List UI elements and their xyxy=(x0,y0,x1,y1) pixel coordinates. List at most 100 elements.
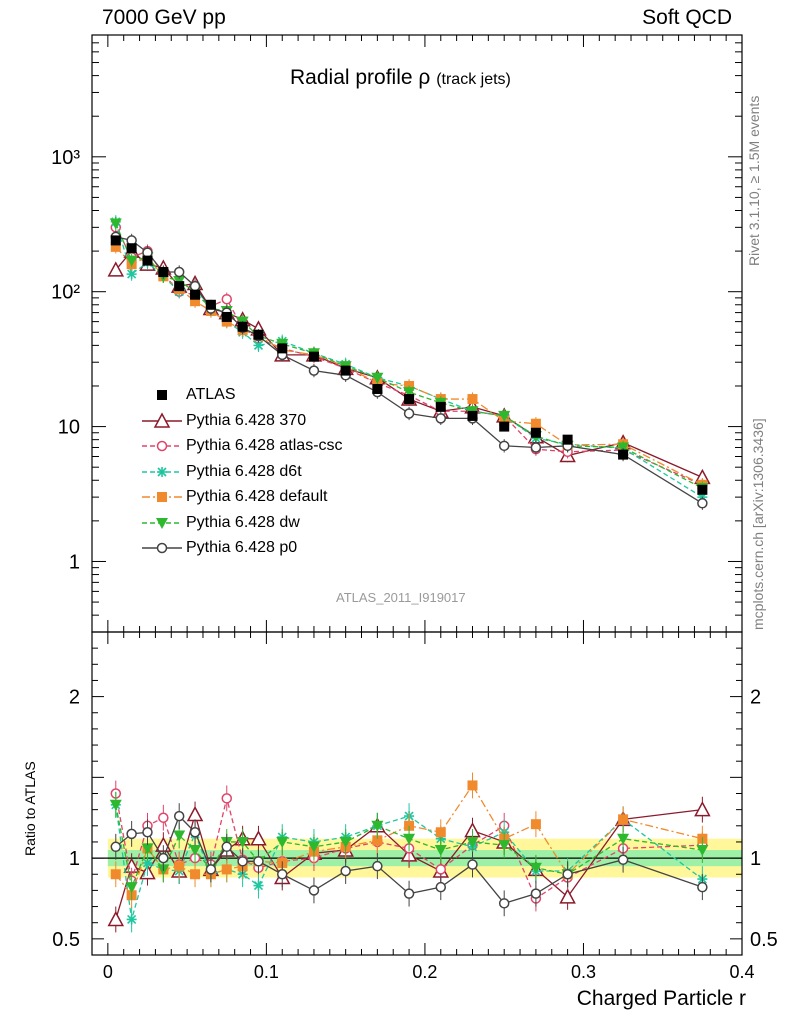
ratio-point xyxy=(498,840,511,852)
x-tick-label: 0.1 xyxy=(254,962,279,982)
data-point xyxy=(697,484,708,495)
ratio-y-tick-label: 2 xyxy=(69,687,80,709)
ratio-point xyxy=(371,820,384,832)
data-point xyxy=(190,296,201,307)
data-point xyxy=(125,255,138,267)
ratio-y-tick-label-right: 2 xyxy=(750,687,761,709)
data-point xyxy=(189,280,201,292)
data-point xyxy=(205,299,216,310)
ratio-point xyxy=(110,841,122,853)
ratio-point xyxy=(142,827,153,838)
ratio-point xyxy=(372,835,383,846)
y-tick-label: 10² xyxy=(51,282,80,304)
ratio-point xyxy=(126,914,137,925)
ratio-point xyxy=(107,910,125,927)
ratio-point xyxy=(617,833,630,845)
x-tick-label: 0 xyxy=(103,962,113,982)
data-point xyxy=(237,321,248,332)
ratio-point xyxy=(126,828,137,840)
ratio-point xyxy=(158,812,169,823)
legend-swatch xyxy=(142,411,182,428)
ratio-point xyxy=(618,814,629,825)
legend-entry: Pythia 6.428 default xyxy=(140,485,327,509)
ratio-point xyxy=(339,836,352,848)
ratio-point xyxy=(308,885,320,896)
ratio-point xyxy=(221,864,232,875)
data-point xyxy=(371,372,384,384)
y-tick-label: 10 xyxy=(58,417,80,439)
data-point xyxy=(221,311,232,322)
legend-swatch xyxy=(142,517,182,529)
ratio-point xyxy=(109,799,122,811)
ratio-point xyxy=(253,880,264,891)
ratio-point xyxy=(205,864,217,875)
data-point xyxy=(173,266,185,278)
analysis-label: ATLAS_2011_I919017 xyxy=(336,590,466,605)
data-point xyxy=(404,394,415,405)
ratio-point xyxy=(617,854,629,865)
ratio-point xyxy=(435,827,446,838)
legend-entry: Pythia 6.428 370 xyxy=(140,409,306,433)
x-tick-label: 0.2 xyxy=(412,962,437,982)
ratio-point xyxy=(696,845,709,857)
data-point xyxy=(308,365,320,376)
ratio-point xyxy=(530,888,542,899)
header-right-label: Soft QCD xyxy=(642,6,732,29)
ratio-point xyxy=(435,864,447,875)
ratio-point xyxy=(173,830,186,842)
ratio-point xyxy=(189,827,201,838)
chart-title-sub: (track jets) xyxy=(436,71,511,88)
rivet-version-label: Rivet 3.1.10, ≥ 1.5M events xyxy=(746,95,762,266)
series-atlas xyxy=(110,235,708,495)
ratio-series-line xyxy=(115,793,703,900)
ratio-point xyxy=(467,780,478,791)
data-point xyxy=(467,410,478,421)
data-point xyxy=(697,498,708,509)
legend-entry: Pythia 6.428 atlas-csc xyxy=(140,434,343,458)
ratio-point xyxy=(530,819,541,830)
ratio-series-line xyxy=(115,814,703,905)
ratio-point xyxy=(435,881,447,893)
ratio-point xyxy=(158,852,169,864)
data-point xyxy=(109,218,122,230)
legend-entry: Pythia 6.428 p0 xyxy=(140,536,297,560)
legend-marker xyxy=(156,542,168,554)
data-point xyxy=(253,340,264,351)
ratio-y-tick-label: 1 xyxy=(69,848,80,870)
ratio-point xyxy=(340,865,351,877)
ratio-point xyxy=(466,836,479,848)
ratio-series-line xyxy=(115,784,703,897)
data-point xyxy=(174,281,185,292)
data-point xyxy=(403,408,415,419)
legend-label: Pythia 6.428 370 xyxy=(186,411,307,429)
ratio-point xyxy=(434,845,447,857)
x-tick-label: 0.3 xyxy=(571,962,596,982)
legend-label: Pythia 6.428 atlas-csc xyxy=(186,437,343,454)
data-point xyxy=(110,235,121,246)
legend-swatch xyxy=(142,466,182,477)
data-point xyxy=(498,410,511,422)
chart-title: Radial profile ρ (track jets) xyxy=(290,66,511,90)
legend-entry: Pythia 6.428 dw xyxy=(140,511,300,535)
legend-swatch xyxy=(142,492,182,502)
ratio-frame xyxy=(91,631,743,956)
ratio-point xyxy=(236,836,249,848)
legend-label: Pythia 6.428 p0 xyxy=(186,539,298,556)
data-point xyxy=(126,269,137,280)
ratio-y-tick-label-right: 0.5 xyxy=(750,929,778,951)
mcplots-label: mcplots.cern.ch [arXiv:1306.3436] xyxy=(750,418,766,630)
ratio-point xyxy=(141,843,154,855)
series-line xyxy=(115,246,703,486)
ratio-point xyxy=(276,836,289,848)
ratio-point xyxy=(307,841,320,853)
data-point xyxy=(530,427,541,438)
ratio-point xyxy=(221,793,233,804)
legend-swatch xyxy=(157,390,167,400)
data-point xyxy=(498,440,510,452)
legend-marker xyxy=(157,492,167,502)
ratio-point xyxy=(237,856,248,867)
data-point xyxy=(435,401,446,412)
ratio-point xyxy=(110,869,121,880)
data-point xyxy=(340,365,351,376)
x-axis-label: Charged Particle r xyxy=(576,987,746,1010)
